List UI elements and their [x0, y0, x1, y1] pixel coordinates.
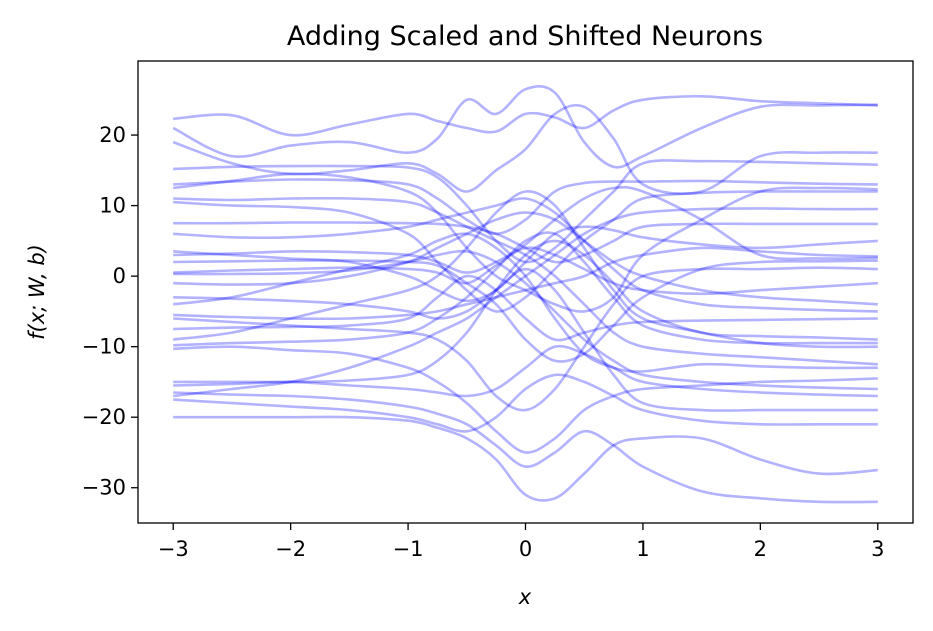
neuron-curve-2: [172, 85, 878, 169]
neuron-curve-19: [173, 246, 878, 321]
y-tick-label: 20: [99, 123, 126, 147]
y-axis-label: f(x; W, b): [25, 244, 49, 340]
neuron-curve-1: [173, 94, 878, 137]
neuron-curve-8: [173, 190, 878, 313]
x-tick-label: −3: [158, 537, 189, 561]
neuron-curve-6: [173, 172, 878, 313]
y-tick-label: 10: [99, 194, 126, 218]
x-tick-label: 0: [519, 537, 532, 561]
neuron-curve-4: [173, 159, 878, 264]
neuron-curve-28: [173, 373, 878, 433]
x-axis-ticks: −3 −2 −1 0 1 2 3: [158, 523, 884, 561]
neuron-curve-24: [173, 345, 878, 454]
x-tick-label: −1: [393, 537, 424, 561]
neuron-curve-17: [173, 267, 878, 412]
neuron-curve-13: [173, 259, 878, 363]
neuron-curve-22: [173, 190, 878, 349]
y-tick-label: 0: [113, 264, 126, 288]
neuron-curve-10: [173, 197, 878, 313]
chart-title: Adding Scaled and Shifted Neurons: [287, 21, 763, 52]
y-tick-label: −30: [82, 476, 126, 500]
neuron-curve-25: [173, 239, 878, 384]
y-axis-ticks: −30 −20 −10 0 10 20: [82, 123, 138, 500]
neuron-curve-3: [172, 103, 878, 195]
y-tick-label: −10: [82, 335, 126, 359]
neuron-curve-7: [173, 196, 878, 366]
neuron-curve-11: [173, 225, 878, 303]
neuron-curve-21: [173, 274, 878, 342]
neuron-curve-12: [173, 185, 878, 274]
x-tick-label: −2: [275, 537, 306, 561]
neuron-curve-14: [173, 246, 878, 296]
x-axis-label: x: [518, 585, 532, 609]
neuron-curve-18: [173, 232, 878, 373]
neuron-curve-15: [173, 249, 878, 391]
neuron-curve-23: [173, 231, 878, 347]
curves-layer: [172, 85, 878, 504]
neuron-curve-9: [173, 221, 878, 264]
neuron-curve-29: [173, 415, 878, 502]
neuron-curve-20: [173, 266, 878, 412]
neuron-curve-26: [173, 344, 878, 398]
x-tick-label: 2: [754, 537, 767, 561]
neuron-curve-30: [173, 391, 878, 504]
neuron-curve-27: [173, 207, 878, 398]
x-tick-label: 3: [871, 537, 884, 561]
y-tick-label: −20: [82, 405, 126, 429]
neuron-curve-5: [173, 178, 878, 236]
neuron-curve-16: [173, 211, 878, 306]
x-tick-label: 1: [636, 537, 649, 561]
